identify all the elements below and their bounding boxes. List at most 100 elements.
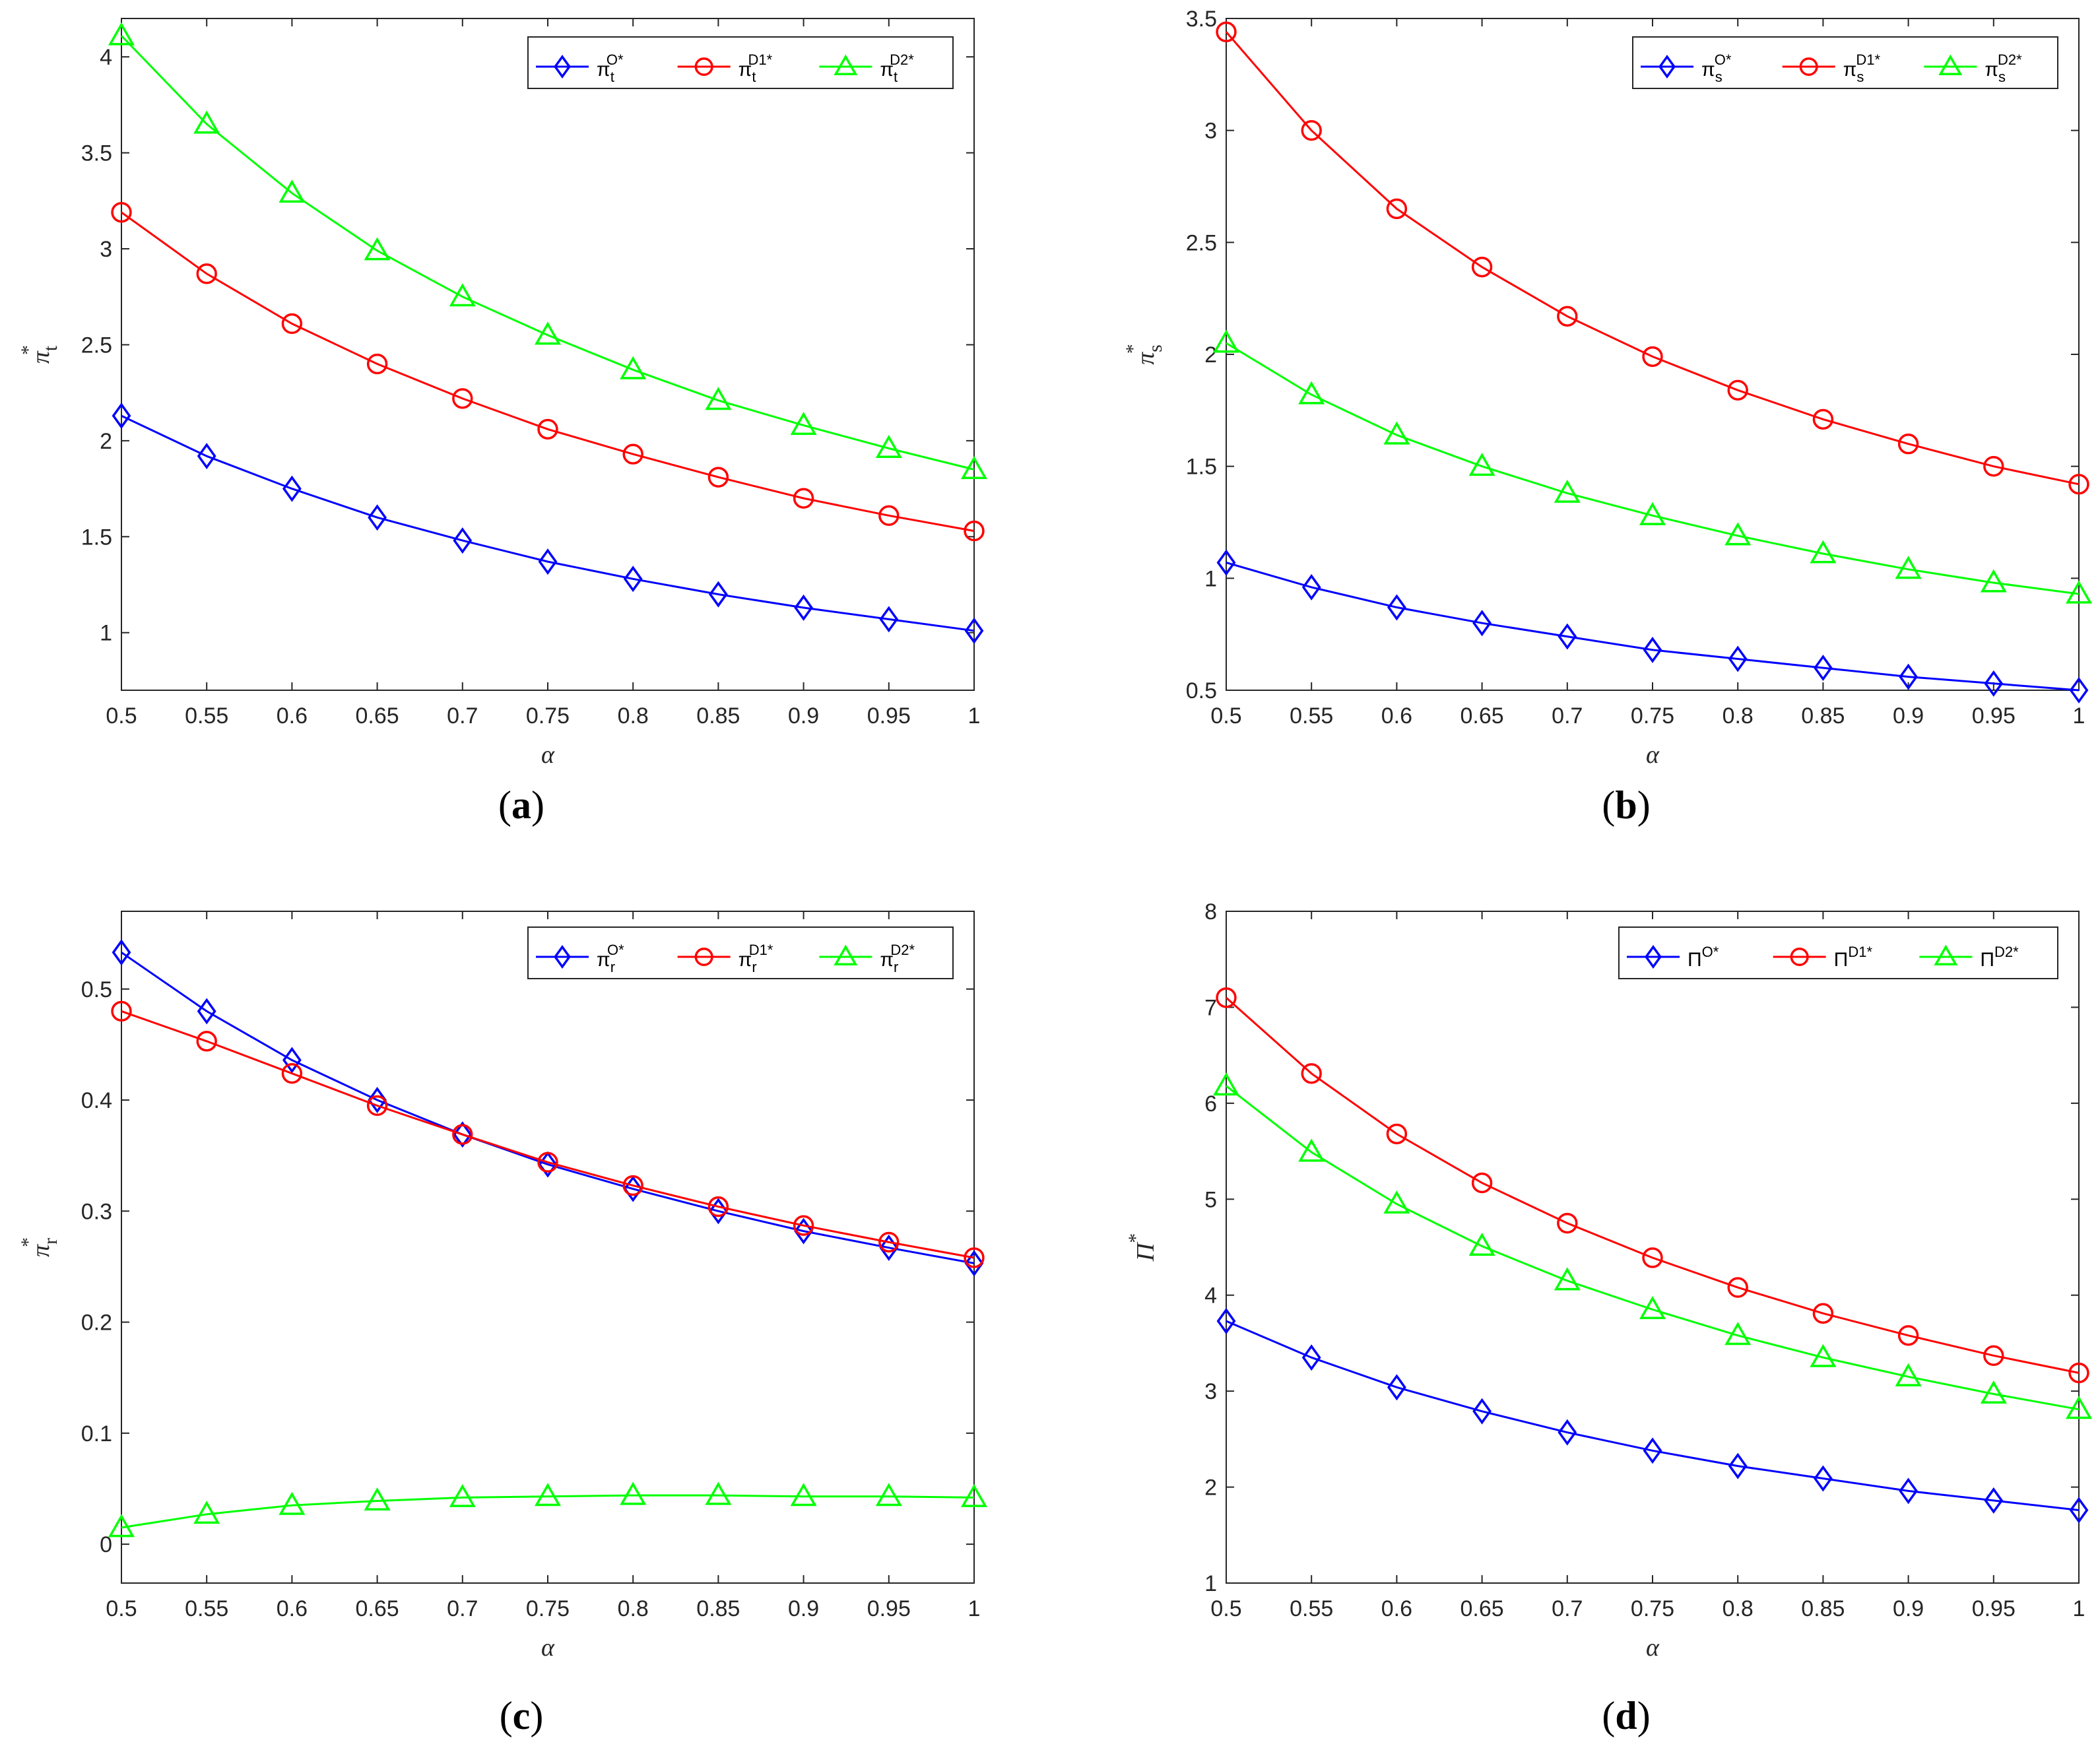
x-axis-label: α: [541, 741, 555, 769]
y-tick-label: 0: [100, 1532, 112, 1557]
y-tick-label: 4: [100, 45, 112, 70]
caption-close: ): [531, 783, 544, 827]
legend-box: [1632, 36, 2058, 89]
chart-panel-d: 0.5 0.55 0.6 0.65 0.7 0.75 0.8 0.85 0.9 0.95 1 1 2 3 4…: [1125, 899, 2093, 1737]
x-tick-label: 0.5: [106, 703, 137, 729]
data-point: [1468, 1233, 1495, 1256]
data-point: [364, 237, 391, 261]
data-point: [790, 1483, 817, 1507]
x-tick-label: 0.7: [1552, 1596, 1583, 1621]
x-tick-label: 0.55: [1290, 1596, 1333, 1621]
data-point: [709, 581, 728, 608]
legend-label-sub: r: [894, 959, 898, 975]
y-tick-label: 1: [100, 621, 112, 646]
data-point: [279, 1491, 306, 1515]
x-tick-label: 1: [968, 703, 981, 729]
x-tick-label: 0.5: [1210, 703, 1241, 729]
x-axis-label: α: [541, 1634, 555, 1662]
data-point: [196, 1031, 217, 1052]
legend: πtO* πtD1* πtD2*: [527, 36, 954, 89]
data-point: [1812, 408, 1834, 430]
data-point: [281, 313, 303, 335]
legend: ΠO* ΠD1* ΠD2*: [1618, 926, 2058, 979]
legend-label-sup: D1*: [1856, 51, 1880, 68]
data-point: [1899, 1477, 1918, 1505]
y-tick-label: 2: [1204, 1476, 1217, 1501]
legend-label-2: πrD2*: [880, 942, 915, 975]
y-axis-label: πs*: [1122, 344, 1166, 365]
y-tick-label: 3: [1204, 119, 1217, 144]
x-tick-label: 0.65: [356, 1596, 399, 1621]
x-tick-label: 0.65: [1460, 1596, 1504, 1621]
data-point: [1554, 479, 1581, 503]
data-point: [534, 321, 562, 345]
data-point: [197, 443, 216, 470]
legend-marker: [694, 947, 713, 967]
x-tick-label: 0.65: [356, 703, 399, 729]
legend-marker: [1658, 55, 1676, 79]
data-point: [193, 110, 220, 134]
data-point: [452, 1124, 473, 1145]
legend: πrO* πrD1* πrD2*: [527, 926, 954, 979]
panel-caption: (d): [1602, 1694, 1650, 1737]
legend-label-sup: D1*: [748, 51, 772, 68]
data-point: [1386, 198, 1408, 220]
data-point: [707, 467, 729, 488]
data-point: [1298, 381, 1325, 405]
y-tick-label: 0.3: [81, 1199, 112, 1224]
data-point: [1212, 1072, 1240, 1096]
data-point: [196, 263, 217, 284]
y-axis-label-base: π: [27, 1244, 55, 1257]
panel-caption: (c): [500, 1694, 544, 1737]
legend-label-sub: r: [752, 959, 756, 975]
series-triangle: [108, 1481, 988, 1538]
data-point: [193, 1501, 220, 1524]
series-line: [1225, 31, 2080, 486]
data-point: [960, 455, 988, 480]
legend-marker: [1645, 945, 1662, 969]
data-point: [111, 202, 132, 223]
series-line: [121, 414, 975, 632]
x-tick-label: 0.5: [1210, 1596, 1241, 1621]
data-point: [1643, 636, 1662, 663]
legend-label-base: π: [738, 949, 752, 971]
y-tick-label: 1.5: [81, 525, 112, 550]
y-tick-label: 2.5: [1186, 230, 1217, 255]
legend-label-sup: D2*: [1994, 944, 2019, 960]
x-tick-label: 0.9: [788, 703, 819, 729]
data-point: [1383, 1190, 1410, 1214]
data-point: [1724, 1322, 1752, 1346]
y-axis-label-base: π: [27, 350, 55, 364]
y-tick-label: 0.2: [81, 1311, 112, 1336]
y-tick-label: 4: [1204, 1283, 1217, 1309]
series-line: [1226, 342, 2080, 595]
data-point: [964, 1247, 985, 1268]
legend-label-1: πtD1*: [738, 51, 773, 85]
x-tick-label: 0.8: [618, 703, 649, 729]
series-circle: [1216, 987, 2089, 1384]
data-point: [1301, 119, 1322, 141]
x-tick-label: 0.7: [447, 1596, 478, 1621]
data-point: [281, 1062, 303, 1084]
legend-label-sup: D1*: [749, 942, 773, 958]
legend-box: [527, 36, 954, 89]
series-line: [121, 1494, 975, 1529]
data-point: [1216, 1307, 1236, 1334]
y-tick-label: 5: [1204, 1187, 1217, 1212]
data-point: [1387, 594, 1406, 621]
x-tick-label: 0.6: [1381, 1596, 1412, 1621]
x-tick-label: 0.9: [1893, 703, 1924, 729]
series-line: [121, 952, 975, 1264]
data-point: [534, 1483, 562, 1507]
series-circle: [1216, 21, 2089, 495]
data-point: [452, 388, 473, 409]
series-circle: [111, 1000, 985, 1268]
legend-label-sub: t: [610, 69, 614, 85]
data-point: [111, 1000, 132, 1022]
data-point: [1639, 1296, 1666, 1320]
data-point: [1387, 1374, 1406, 1401]
x-tick-label: 0.8: [618, 1596, 649, 1621]
data-point: [622, 443, 643, 465]
x-tick-label: 1: [968, 1596, 981, 1621]
data-point: [1298, 1138, 1325, 1162]
